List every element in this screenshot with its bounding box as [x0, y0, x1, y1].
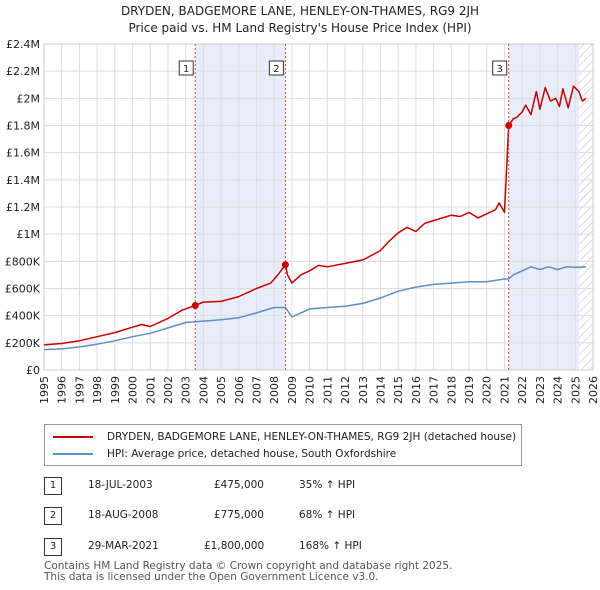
sale-marker-box — [268, 60, 284, 76]
sale-date: 18-JUL-2003 — [88, 479, 153, 491]
sale-row: 2 18-AUG-2008 £775,000 68% ↑ HPI — [44, 506, 464, 525]
sale-row: 1 18-JUL-2003 £475,000 35% ↑ HPI — [44, 476, 464, 495]
x-tick-label: 1996 — [56, 376, 69, 404]
x-tick-label: 2022 — [516, 376, 529, 404]
sale-marker-label: 1 — [183, 64, 189, 75]
y-tick-label: £400K — [5, 310, 41, 323]
x-tick-label: 2006 — [233, 376, 246, 404]
x-tick-label: 2010 — [304, 376, 317, 404]
x-tick-label: 1995 — [38, 376, 51, 404]
sale-marker-label: 2 — [273, 64, 279, 75]
y-tick-label: £1.2M — [6, 201, 40, 214]
sale-hpi-delta: 168% ↑ HPI — [299, 540, 362, 552]
sale-price: £1,800,000 — [204, 540, 265, 552]
y-tick-label: £0 — [26, 364, 40, 377]
sale-marker-label: 3 — [497, 64, 503, 75]
x-tick-label: 2013 — [357, 376, 370, 404]
y-tick-label: £2.4M — [6, 38, 40, 51]
y-tick-label: £200K — [5, 337, 41, 350]
x-tick-label: 2016 — [410, 376, 423, 404]
x-tick-label: 1997 — [73, 376, 86, 404]
sale-price: £475,000 — [213, 479, 264, 491]
y-tick-label: £2.2M — [6, 65, 40, 78]
y-tick-label: £1.6M — [6, 147, 40, 160]
x-tick-label: 2008 — [268, 376, 281, 404]
x-tick-label: 2012 — [339, 376, 352, 404]
sale-date: 18-AUG-2008 — [88, 509, 159, 521]
price-chart: £0 £200K £400K £600K £800K £1M £1.2M £1.4M £1.6M… — [5, 38, 600, 404]
x-tick-label: 2003 — [180, 376, 193, 404]
sale-hpi-delta: 35% ↑ HPI — [299, 479, 356, 491]
y-tick-label: £1.8M — [6, 120, 40, 133]
hpi-line — [43, 266, 586, 351]
legend-label-hpi: HPI: Average price, detached house, Sout… — [107, 448, 397, 460]
chart-legend: DRYDEN, BADGEMORE LANE, HENLEY-ON-THAMES… — [44, 424, 522, 466]
sale-number: 1 — [44, 477, 62, 495]
y-tick-label: £1.4M — [6, 174, 40, 187]
x-tick-label: 2023 — [534, 376, 547, 404]
sale-marker-box — [178, 60, 194, 76]
y-tick-label: £2M — [17, 92, 41, 105]
legend-item-hpi: HPI: Average price, detached house, Sout… — [53, 446, 396, 462]
x-tick-label: 2024 — [552, 376, 565, 404]
y-tick-label: £800K — [5, 255, 41, 268]
chart-subtitle: Price paid vs. HM Land Registry's House … — [128, 21, 472, 35]
x-tick-label: 2009 — [286, 376, 299, 404]
legend-swatch-property — [53, 436, 93, 438]
x-tick-label: 2011 — [321, 376, 334, 404]
sale-number: 2 — [44, 507, 62, 525]
sale-point — [191, 301, 199, 309]
legend-label-property: DRYDEN, BADGEMORE LANE, HENLEY-ON-THAMES… — [107, 431, 517, 443]
y-tick-label: £1M — [17, 228, 41, 241]
sale-hpi-delta: 68% ↑ HPI — [299, 509, 356, 521]
y-tick-label: £600K — [5, 283, 41, 296]
legend-swatch-hpi — [53, 453, 93, 455]
sale-price: £775,000 — [213, 509, 264, 521]
x-tick-label: 1999 — [109, 376, 122, 404]
footer-licence: This data is licensed under the Open Gov… — [44, 571, 379, 583]
x-tick-label: 2020 — [481, 376, 494, 404]
x-tick-label: 2015 — [392, 376, 405, 404]
x-tick-label: 2005 — [215, 376, 228, 404]
x-tick-label: 2019 — [463, 376, 476, 404]
x-tick-label: 2001 — [144, 376, 157, 404]
chart-title: DRYDEN, BADGEMORE LANE, HENLEY-ON-THAMES… — [120, 4, 480, 18]
x-tick-label: 2004 — [197, 376, 210, 404]
sale-marker-box — [492, 60, 508, 76]
x-tick-label: 2017 — [428, 376, 441, 404]
sale-point — [281, 261, 289, 269]
x-tick-label: 2021 — [498, 376, 511, 404]
x-tick-label: 2018 — [445, 376, 458, 404]
footer-copyright: Contains HM Land Registry data © Crown c… — [44, 560, 453, 572]
sale-row: 3 29-MAR-2021 £1,800,000 168% ↑ HPI — [44, 537, 464, 556]
sale-date: 29-MAR-2021 — [88, 540, 159, 552]
plot-frame — [43, 43, 594, 371]
x-tick-label: 1998 — [91, 376, 104, 404]
legend-item-property: DRYDEN, BADGEMORE LANE, HENLEY-ON-THAMES… — [53, 429, 516, 445]
x-tick-label: 2002 — [162, 376, 175, 404]
x-tick-label: 2025 — [569, 376, 582, 404]
sale-number: 3 — [44, 538, 62, 556]
x-tick-label: 2000 — [127, 376, 140, 404]
x-tick-label: 2007 — [251, 376, 264, 404]
sale-point — [505, 122, 513, 129]
x-tick-label: 2014 — [374, 376, 387, 404]
x-tick-label: 2026 — [587, 376, 600, 404]
